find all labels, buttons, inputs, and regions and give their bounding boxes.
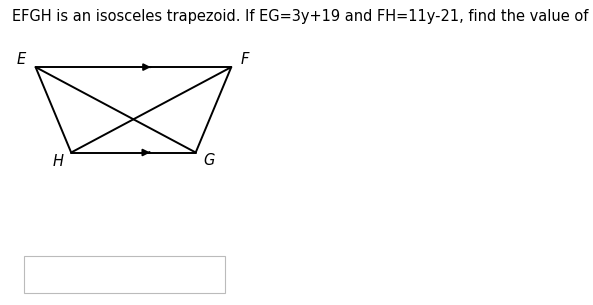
- Text: H: H: [53, 154, 63, 169]
- Text: F: F: [240, 52, 248, 67]
- Text: G: G: [203, 152, 215, 168]
- Text: E: E: [16, 52, 25, 67]
- Text: EFGH is an isosceles trapezoid. If EG=3y+19 and FH=11y-21, find the value of y.: EFGH is an isosceles trapezoid. If EG=3y…: [12, 9, 593, 24]
- FancyBboxPatch shape: [24, 256, 225, 293]
